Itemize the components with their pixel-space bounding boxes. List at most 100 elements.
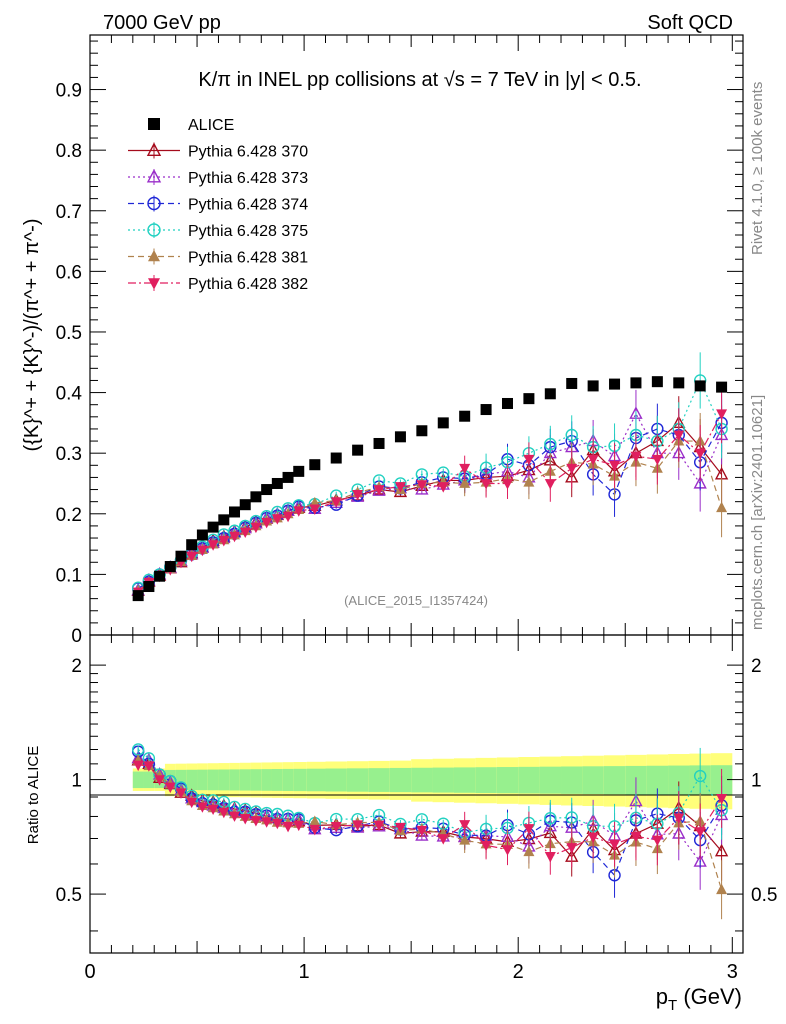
x-tick-label: 0: [84, 961, 95, 983]
x-axis-label: pT (GeV): [656, 984, 742, 1014]
point-pythia-6-428-382: [330, 497, 342, 508]
legend: ALICE Pythia 6.428 370 Pythia 6.428 373 Pyt…: [128, 117, 308, 293]
point-alice: [164, 561, 176, 573]
point-alice: [630, 377, 642, 389]
point-pythia-6-428-375: [565, 428, 578, 442]
y-axis-label: ({K}^+ + {K}^-)/(π^+ + π^-): [21, 219, 43, 452]
point-pythia-6-428-382: [373, 485, 385, 496]
legend-marker-pythia-6-428-375: [147, 223, 161, 237]
ratio-band-stat: [496, 767, 519, 794]
ratio-band-stat: [432, 767, 454, 793]
ratio-point-pythia-6-428-382: [186, 797, 198, 809]
ratio-point-pythia-6-428-382: [271, 818, 283, 830]
legend-label-pythia-6-428-381: Pythia 6.428 381: [188, 250, 308, 267]
point-alice: [437, 417, 449, 429]
ratio-point-pythia-6-428-382: [523, 824, 535, 835]
ratio-point-pythia-6-428-382: [250, 816, 262, 827]
x-axis-label-sub: T: [668, 997, 677, 1014]
ratio-band-stat: [271, 769, 283, 791]
point-alice: [587, 380, 599, 392]
point-pythia-6-428-382: [271, 514, 283, 525]
ratio-point-pythia-6-428-375: [693, 769, 707, 783]
ratio-point-pythia-6-428-382: [282, 821, 294, 833]
point-alice: [716, 381, 728, 393]
y-tick-label: 0.7: [56, 202, 82, 223]
point-pythia-6-428-382: [523, 454, 535, 466]
ratio-band-stat: [306, 768, 326, 792]
ratio-band-stat: [668, 765, 690, 795]
y-tick-label: 0.6: [56, 262, 82, 283]
header-energy: 7000 GeV pp: [103, 12, 221, 34]
point-alice: [651, 376, 663, 388]
point-pythia-6-428-382: [229, 531, 241, 543]
point-alice: [132, 590, 144, 602]
mcplots-label: mcplots.cern.ch [arXiv:2401.10621]: [749, 395, 766, 630]
ratio-band-stat: [325, 768, 347, 792]
point-alice: [250, 491, 262, 503]
ratio-band-stat: [539, 766, 562, 794]
x-axis-label-p: p: [656, 984, 668, 1009]
point-alice: [196, 529, 208, 541]
legend-marker-pythia-6-428-374: [147, 196, 161, 211]
ratio-point-pythia-6-428-382: [218, 807, 230, 819]
main-panel: K/π in INEL pp collisions at √s = 7 TeV …: [56, 34, 744, 647]
ratio-tick-label-right: 0.5: [751, 885, 777, 906]
ratio-point-pythia-6-428-381: [309, 815, 321, 826]
point-alice: [609, 378, 621, 390]
ratio-tick-label: 0.5: [56, 885, 82, 906]
ratio-point-pythia-6-428-382: [480, 840, 492, 852]
ratio-point-pythia-6-428-382: [164, 782, 176, 794]
ratio-point-pythia-6-428-382: [207, 804, 219, 816]
point-pythia-6-428-382: [394, 482, 406, 493]
ratio-band-stat: [229, 769, 240, 791]
point-alice: [544, 388, 556, 400]
ratio-point-pythia-6-428-370: [714, 843, 729, 857]
point-alice: [175, 550, 187, 562]
ratio-point-pythia-6-428-382: [609, 839, 621, 851]
ratio-point-pythia-6-428-382: [459, 820, 471, 831]
ratio-point-pythia-6-428-382: [309, 824, 321, 836]
point-alice: [218, 514, 230, 526]
ratio-point-pythia-6-428-382: [544, 852, 556, 863]
point-pythia-6-428-382: [309, 504, 321, 515]
plot-title: K/π in INEL pp collisions at √s = 7 TeV …: [198, 69, 641, 91]
ratio-point-pythia-6-428-382: [196, 802, 208, 813]
ratio-point-pythia-6-428-373: [415, 828, 429, 841]
legend-marker-pythia-6-428-373: [146, 168, 162, 183]
point-pythia-6-428-382: [694, 448, 706, 460]
ratio-band-stat: [239, 769, 251, 791]
ratio-point-pythia-6-428-382: [229, 811, 241, 822]
ratio-point-pythia-6-428-382: [352, 820, 364, 831]
ratio-band-stat: [197, 769, 208, 791]
legend-label-alice: ALICE: [188, 117, 234, 134]
point-pythia-6-428-382: [651, 454, 663, 466]
ratio-point-pythia-6-428-381: [523, 845, 535, 857]
ratio-point-pythia-6-428-382: [416, 825, 428, 837]
y-tick-label: 0.3: [56, 444, 82, 465]
y-tick-label: 0: [71, 626, 82, 647]
series-line-pythia-6-428-370: [137, 422, 723, 592]
legend-marker-alice: [148, 118, 160, 130]
point-alice: [394, 431, 406, 443]
ratio-band-stat: [346, 768, 369, 792]
y-tick-label: 0.5: [56, 323, 82, 344]
ratio-point-pythia-6-428-382: [175, 788, 187, 799]
point-pythia-6-428-382: [459, 463, 471, 475]
point-pythia-6-428-382: [480, 479, 492, 490]
point-alice: [459, 410, 471, 422]
point-alice: [186, 539, 198, 551]
ratio-point-pythia-6-428-382: [587, 832, 599, 844]
point-pythia-6-428-382: [544, 479, 556, 490]
series-line-pythia-6-428-374: [137, 422, 723, 589]
series-line-pythia-6-428-375: [137, 378, 723, 589]
point-pythia-6-428-373: [415, 481, 429, 495]
ratio-tick-label-right: 2: [751, 656, 762, 677]
ratio-point-pythia-6-428-382: [373, 820, 385, 832]
x-axis-label-unit: (GeV): [677, 984, 742, 1009]
ratio-panel: 0.5 0.5 1 1 2 2 0 1 2 3: [56, 634, 777, 983]
ratio-point-pythia-6-428-382: [261, 817, 273, 828]
point-pythia-6-428-382: [207, 540, 219, 551]
ratio-tick-label: 2: [71, 656, 82, 677]
ratio-line-pythia-6-428-375: [137, 749, 723, 834]
